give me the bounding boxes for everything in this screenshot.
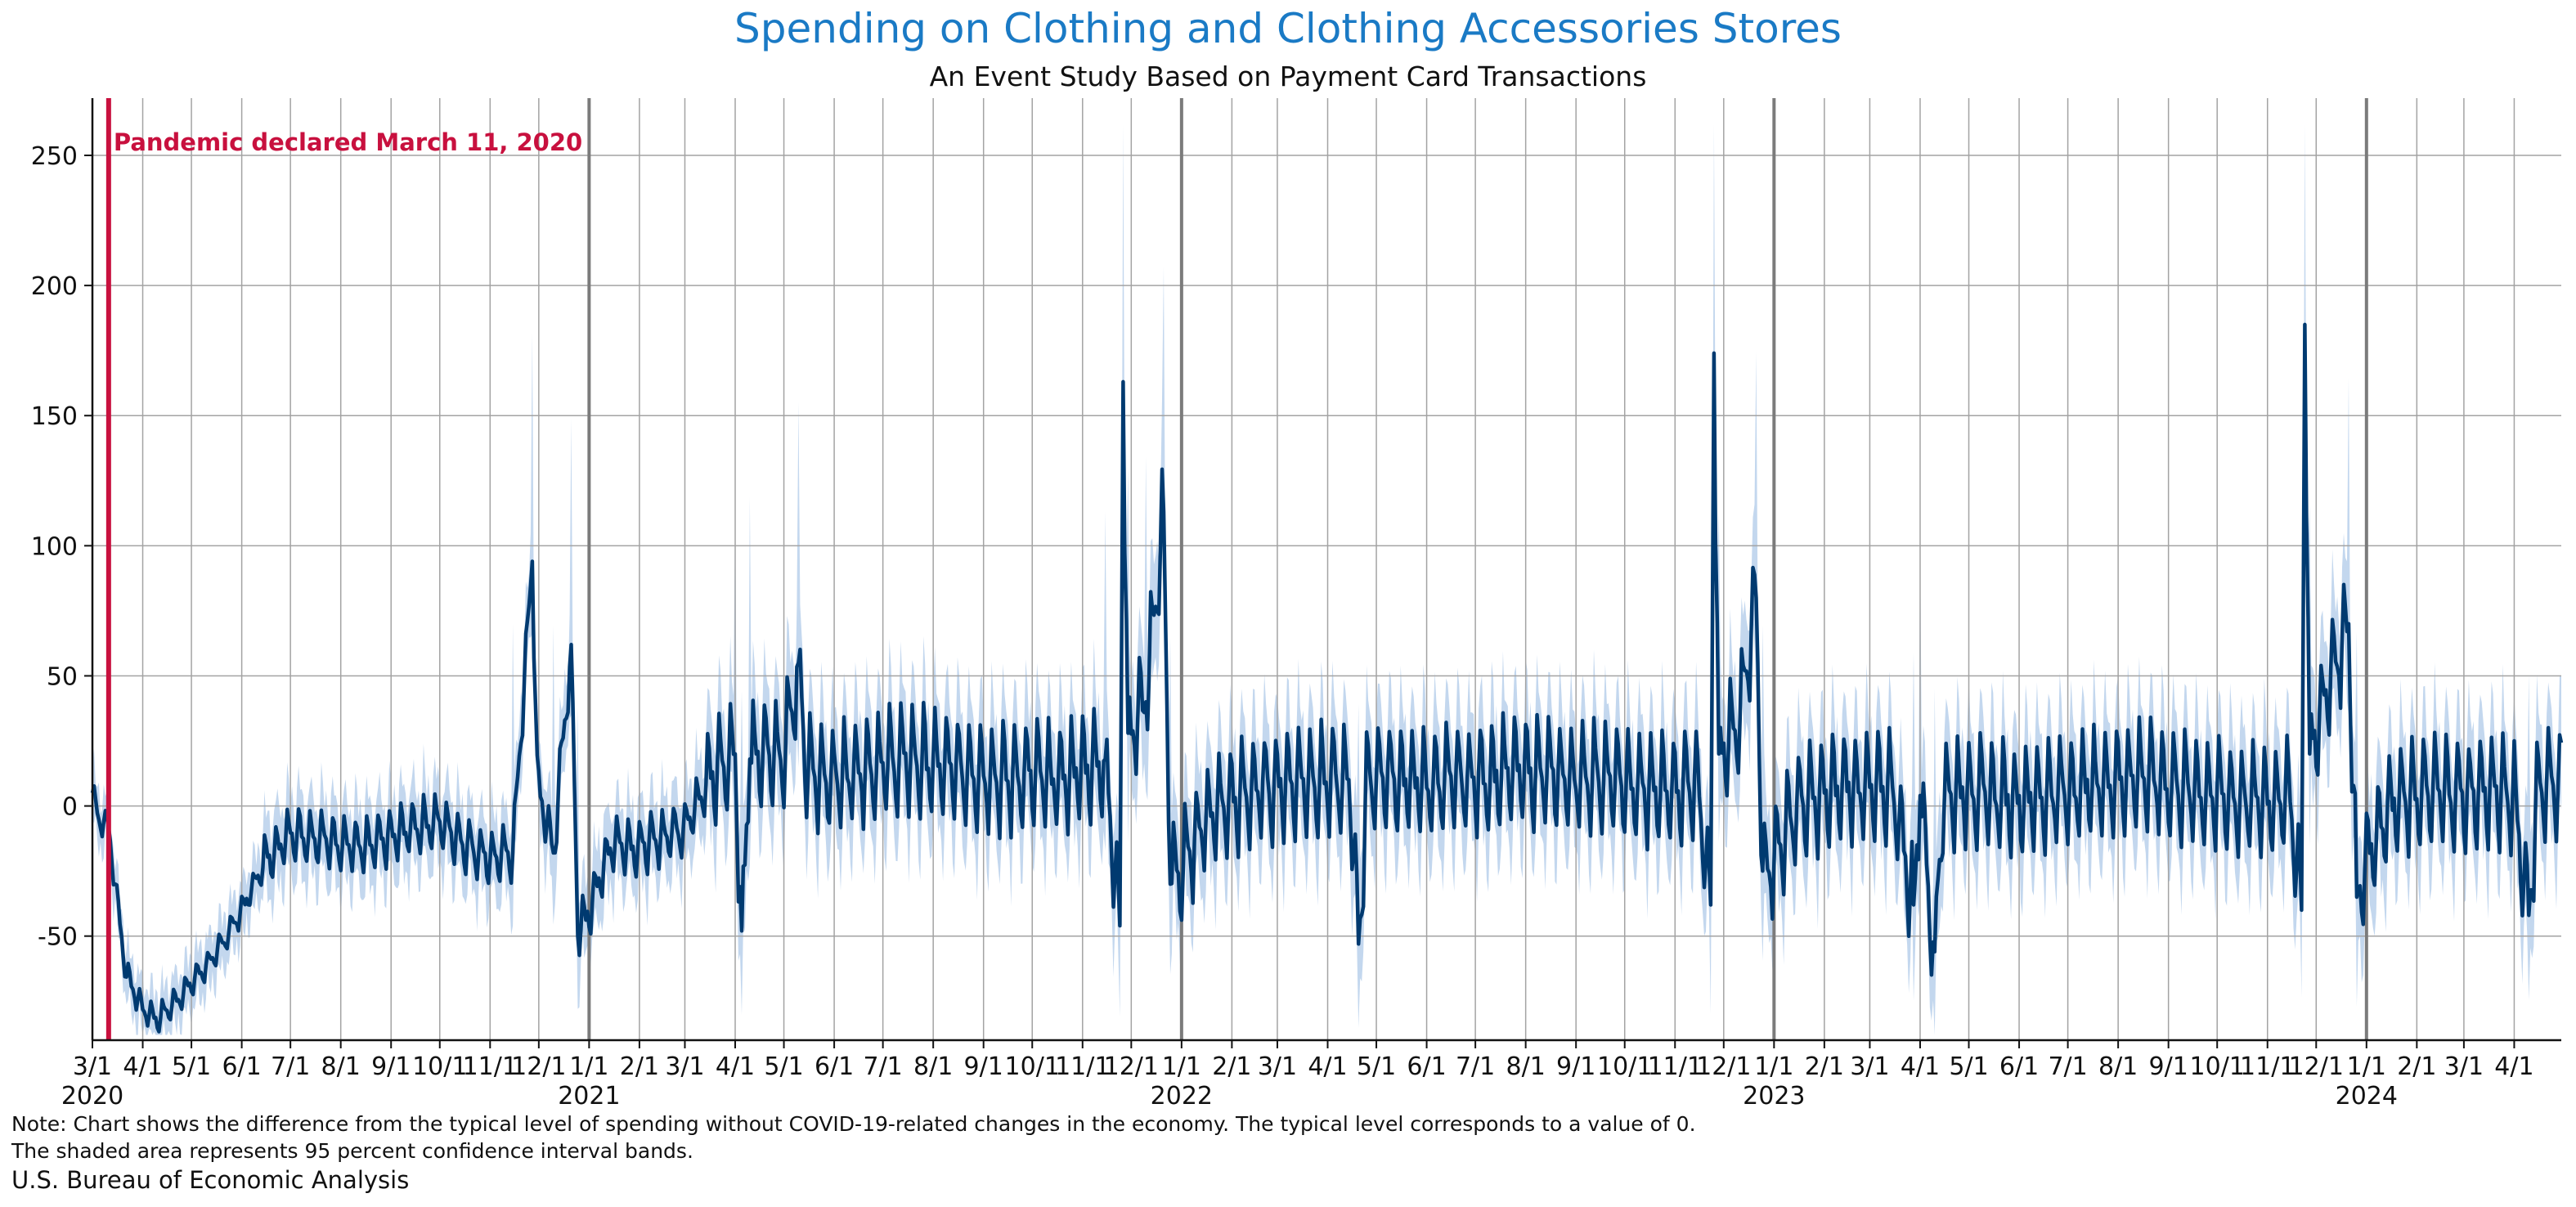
x-tick-label: 12/1 <box>1696 1052 1751 1081</box>
x-tick-label: 6/1 <box>1999 1052 2039 1081</box>
x-tick-label: 2/1 <box>1212 1052 1251 1081</box>
spending-line <box>90 322 2564 1034</box>
x-tick-label: 1/1 <box>1162 1052 1201 1081</box>
year-label: 2024 <box>2336 1082 2398 1111</box>
x-tick-label: 12/1 <box>2289 1052 2344 1081</box>
x-tick-label: 7/1 <box>1456 1052 1495 1081</box>
y-tick-label: 50 <box>47 662 78 691</box>
x-tick-label: 4/1 <box>1308 1052 1347 1081</box>
x-tick-label: 4/1 <box>2494 1052 2533 1081</box>
y-tick-label: -50 <box>38 923 78 952</box>
x-tick-label: 7/1 <box>271 1052 310 1081</box>
series-line-layer <box>90 98 2564 1040</box>
event-label: Pandemic declared March 11, 2020 <box>114 128 582 156</box>
x-tick-label: 6/1 <box>1407 1052 1446 1081</box>
x-tick-label: 3/1 <box>1850 1052 1889 1081</box>
x-tick-label: 1/1 <box>1754 1052 1793 1081</box>
x-tick-label: 12/1 <box>1104 1052 1159 1081</box>
axis-layer <box>84 98 2561 1048</box>
x-tick-label: 7/1 <box>863 1052 902 1081</box>
y-tick-label: 0 <box>62 793 78 822</box>
note-line-2: The shaded area represents 95 percent co… <box>11 1139 693 1163</box>
x-tick-label: 5/1 <box>1357 1052 1396 1081</box>
x-tick-label: 8/1 <box>321 1052 361 1081</box>
grid-layer <box>92 98 2561 1040</box>
x-tick-label: 2/1 <box>2397 1052 2436 1081</box>
year-label: 2021 <box>558 1082 620 1111</box>
x-tick-label: 3/1 <box>665 1052 704 1081</box>
x-tick-label: 3/1 <box>73 1052 112 1081</box>
x-tick-label: 8/1 <box>2098 1052 2138 1081</box>
x-tick-label: 11/1 <box>1055 1052 1110 1081</box>
y-tick-label: 250 <box>31 142 78 171</box>
note-line-1: Note: Chart shows the difference from th… <box>11 1112 1696 1136</box>
x-tick-label: 10/1 <box>2190 1052 2245 1081</box>
y-tick-label: 150 <box>31 402 78 431</box>
year-label: 2022 <box>1151 1082 1213 1111</box>
x-tick-label: 9/1 <box>371 1052 411 1081</box>
x-tick-label: 10/1 <box>1597 1052 1652 1081</box>
x-tick-label: 9/1 <box>964 1052 1003 1081</box>
x-tick-label: 4/1 <box>716 1052 755 1081</box>
x-tick-label: 4/1 <box>1901 1052 1940 1081</box>
x-tick-label: 11/1 <box>2240 1052 2295 1081</box>
x-tick-label: 9/1 <box>2149 1052 2188 1081</box>
x-tick-label: 8/1 <box>1506 1052 1546 1081</box>
chart-subtitle: An Event Study Based on Payment Card Tra… <box>929 61 1647 92</box>
x-tick-label: 7/1 <box>2048 1052 2087 1081</box>
x-tick-label: 9/1 <box>1556 1052 1595 1081</box>
x-tick-label: 1/1 <box>2347 1052 2386 1081</box>
x-tick-label: 2/1 <box>1805 1052 1844 1081</box>
x-tick-label: 4/1 <box>123 1052 162 1081</box>
x-tick-label: 1/1 <box>569 1052 608 1081</box>
chart-note: Note: Chart shows the difference from th… <box>11 1111 1696 1164</box>
x-tick-label: 2/1 <box>620 1052 659 1081</box>
x-tick-label: 12/1 <box>511 1052 566 1081</box>
x-tick-label: 6/1 <box>815 1052 854 1081</box>
x-tick-label: 11/1 <box>1648 1052 1703 1081</box>
x-tick-label: 3/1 <box>2444 1052 2484 1081</box>
x-tick-label: 6/1 <box>222 1052 261 1081</box>
year-label: 2020 <box>61 1082 123 1111</box>
x-tick-label: 5/1 <box>1949 1052 1988 1081</box>
x-tick-label: 3/1 <box>1258 1052 1297 1081</box>
confidence-band <box>92 123 2561 1035</box>
confidence-band-layer <box>92 123 2561 1035</box>
x-tick-label: 5/1 <box>172 1052 211 1081</box>
x-tick-label: 5/1 <box>764 1052 803 1081</box>
year-label: 2023 <box>1743 1082 1805 1111</box>
source-credit: U.S. Bureau of Economic Analysis <box>11 1166 410 1194</box>
x-tick-label: 10/1 <box>1005 1052 1060 1081</box>
chart-title: Spending on Clothing and Clothing Access… <box>734 5 1842 52</box>
x-tick-label: 8/1 <box>913 1052 953 1081</box>
x-tick-label: 11/1 <box>463 1052 518 1081</box>
x-tick-label: 10/1 <box>412 1052 467 1081</box>
y-tick-label: 100 <box>31 532 78 561</box>
y-tick-label: 200 <box>31 272 78 301</box>
